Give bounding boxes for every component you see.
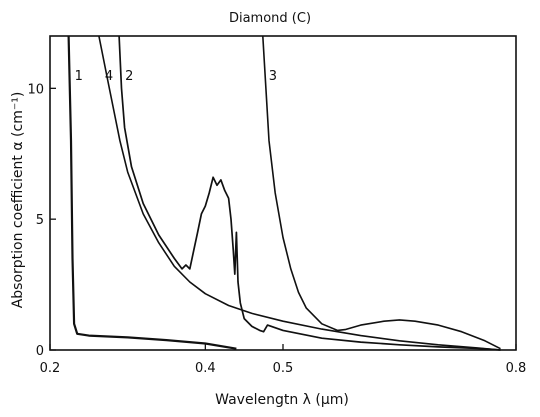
y-tick-label-0: 0 — [36, 344, 44, 359]
x-tick-label-3: 0.8 — [506, 361, 527, 376]
series-line-3 — [262, 35, 501, 350]
x-tick-label-0: 0.2 — [40, 361, 61, 376]
y-axis-label: Absorption coefficient α (cm⁻¹) — [10, 92, 26, 309]
series-label-1: 1 — [75, 69, 83, 84]
x-tick-label-2: 0.5 — [273, 361, 294, 376]
y-axis: 0 5 10 — [27, 82, 56, 359]
series-label-2: 2 — [125, 69, 133, 84]
x-tick-label-1: 0.4 — [195, 361, 216, 376]
y-tick-label-2: 10 — [27, 82, 44, 97]
plot-frame — [49, 35, 517, 351]
x-axis: 0.2 0.4 0.5 0.8 — [40, 344, 527, 376]
series-label-4: 4 — [105, 69, 113, 84]
y-tick-label-1: 5 — [36, 213, 44, 228]
x-axis-label: Wavelengtn λ (µm) — [215, 392, 349, 408]
series-label-3: 3 — [269, 69, 277, 84]
series-line-1 — [67, 35, 237, 350]
chart-title: Diamond (C) — [229, 11, 311, 26]
series-line-2 — [118, 35, 501, 351]
series-line-4 — [98, 35, 501, 351]
